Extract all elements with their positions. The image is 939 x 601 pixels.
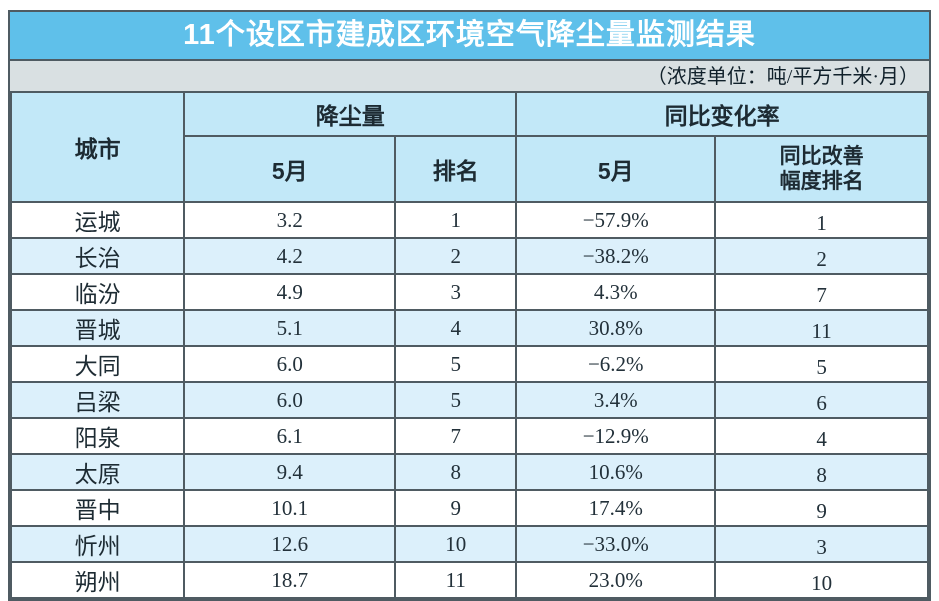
yoy-change: 3.4%: [515, 381, 717, 419]
improvement-rank: 8: [714, 453, 929, 491]
improvement-rank: 4: [714, 417, 929, 455]
table-row: 晋中 10.1 9 17.4% 9: [9, 489, 929, 527]
yoy-change: 4.3%: [515, 273, 717, 311]
improvement-rank: 9: [714, 489, 929, 527]
city-name: 临汾: [9, 273, 186, 311]
dustfall-rank: 5: [394, 381, 518, 419]
col-header-improve-rank: 同比改善 幅度排名: [714, 135, 929, 203]
city-name: 太原: [9, 453, 186, 491]
table-row: 晋城 5.1 4 30.8% 11: [9, 309, 929, 347]
dustfall-rank: 8: [394, 453, 518, 491]
city-name: 朔州: [9, 561, 186, 599]
yoy-change: −6.2%: [515, 345, 717, 383]
yoy-change: −57.9%: [515, 201, 717, 239]
dustfall-rank: 1: [394, 201, 518, 239]
city-name: 长治: [9, 237, 186, 275]
table-row: 临汾 4.9 3 4.3% 7: [9, 273, 929, 311]
dustfall-value: 6.0: [183, 345, 397, 383]
table-row: 运城 3.2 1 −57.9% 1: [9, 201, 929, 239]
page-title: 11个设区市建成区环境空气降尘量监测结果: [10, 12, 929, 59]
dustfall-rank: 11: [394, 561, 518, 599]
col-group-dustfall: 降尘量: [183, 91, 518, 137]
city-name: 晋中: [9, 489, 186, 527]
city-name: 大同: [9, 345, 186, 383]
dustfall-rank: 2: [394, 237, 518, 275]
yoy-change: −38.2%: [515, 237, 717, 275]
dustfall-value: 9.4: [183, 453, 397, 491]
table-row: 太原 9.4 8 10.6% 8: [9, 453, 929, 491]
dustfall-value: 10.1: [183, 489, 397, 527]
city-name: 阳泉: [9, 417, 186, 455]
table-row: 吕梁 6.0 5 3.4% 6: [9, 381, 929, 419]
monitoring-table-card: 11个设区市建成区环境空气降尘量监测结果 （浓度单位：吨/平方千米·月） 城市 …: [8, 10, 931, 601]
improvement-rank: 5: [714, 345, 929, 383]
improvement-rank: 3: [714, 525, 929, 563]
table-row: 朔州 18.7 11 23.0% 10: [9, 561, 929, 599]
dustfall-value: 5.1: [183, 309, 397, 347]
dustfall-value: 4.2: [183, 237, 397, 275]
dustfall-rank: 7: [394, 417, 518, 455]
dustfall-value: 4.9: [183, 273, 397, 311]
city-name: 晋城: [9, 309, 186, 347]
yoy-change: 30.8%: [515, 309, 717, 347]
improvement-rank: 6: [714, 381, 929, 419]
improve-rank-line1: 同比改善: [779, 144, 864, 168]
yoy-change: 23.0%: [515, 561, 717, 599]
unit-note: （浓度单位：吨/平方千米·月）: [10, 59, 929, 91]
dustfall-value: 6.1: [183, 417, 397, 455]
yoy-change: 10.6%: [515, 453, 717, 491]
dustfall-value: 12.6: [183, 525, 397, 563]
improvement-rank: 11: [714, 309, 929, 347]
dustfall-value: 18.7: [183, 561, 397, 599]
col-header-dustfall-may: 5月: [183, 135, 397, 203]
table-row: 大同 6.0 5 −6.2% 5: [9, 345, 929, 383]
col-header-dustfall-rank: 排名: [394, 135, 518, 203]
yoy-change: −12.9%: [515, 417, 717, 455]
table-row: 阳泉 6.1 7 −12.9% 4: [9, 417, 929, 455]
dustfall-rank: 9: [394, 489, 518, 527]
dustfall-value: 3.2: [183, 201, 397, 239]
improvement-rank: 2: [714, 237, 929, 275]
improvement-rank: 10: [714, 561, 929, 599]
table-row: 忻州 12.6 10 −33.0% 3: [9, 525, 929, 563]
table-row: 长治 4.2 2 −38.2% 2: [9, 237, 929, 275]
col-header-city: 城市: [9, 91, 186, 203]
dustfall-value: 6.0: [183, 381, 397, 419]
city-name: 吕梁: [9, 381, 186, 419]
city-name: 运城: [9, 201, 186, 239]
improve-rank-line2: 幅度排名: [779, 170, 864, 193]
dustfall-rank: 5: [394, 345, 518, 383]
dustfall-table: 城市 降尘量 同比变化率 5月 排名 5月 同比改善 幅度排名 运城 3.2 1…: [9, 91, 929, 599]
dustfall-rank: 4: [394, 309, 518, 347]
dustfall-rank: 3: [394, 273, 518, 311]
improvement-rank: 1: [714, 201, 929, 239]
yoy-change: 17.4%: [515, 489, 717, 527]
improvement-rank: 7: [714, 273, 929, 311]
dustfall-rank: 10: [394, 525, 518, 563]
yoy-change: −33.0%: [515, 525, 717, 563]
col-header-yoy-may: 5月: [515, 135, 717, 203]
col-group-yoy: 同比变化率: [515, 91, 929, 137]
city-name: 忻州: [9, 525, 186, 563]
